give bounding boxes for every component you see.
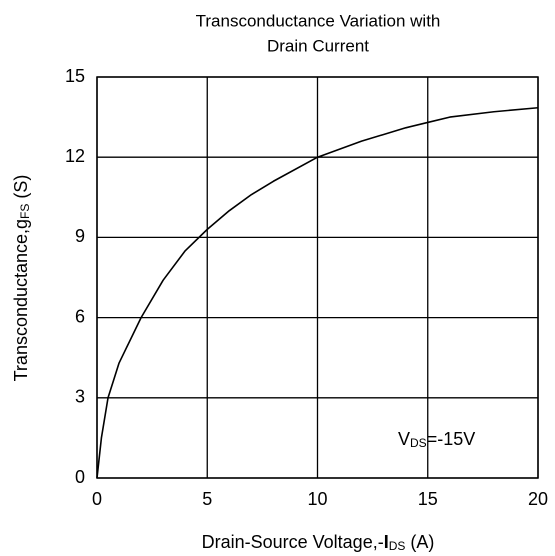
- data-line: [96, 106, 539, 479]
- y-tick-label: 12: [65, 146, 85, 166]
- annotation-text: =-15V: [427, 429, 476, 449]
- y-tick-label: 9: [75, 226, 85, 246]
- y-tick-label: 6: [75, 306, 85, 326]
- annotation: VDS=-15V: [398, 429, 475, 450]
- annotation-text: V: [398, 429, 410, 449]
- y-axis-label: Transconductance,gFS (S): [11, 175, 32, 382]
- x-tick-label: 10: [307, 489, 327, 509]
- y-label-text: (S): [11, 175, 31, 204]
- x-axis-label: Drain-Source Voltage,-IDS (A): [202, 532, 435, 553]
- y-tick-label: 3: [75, 387, 85, 407]
- y-tick-label: 0: [75, 467, 85, 487]
- y-label-sub: FS: [18, 204, 32, 219]
- annotation-sub: DS: [410, 436, 427, 450]
- x-label-text: I: [384, 532, 389, 552]
- chart-title: Transconductance Variation with: [196, 11, 441, 30]
- x-tick-label: 0: [92, 489, 102, 509]
- chart-title: Drain Current: [267, 36, 369, 55]
- y-tick-label: 15: [65, 66, 85, 86]
- x-tick-label: 20: [528, 489, 548, 509]
- x-label-sub: DS: [389, 539, 406, 553]
- x-tick-label: 15: [418, 489, 438, 509]
- x-label-text: (A): [405, 532, 434, 552]
- x-tick-label: 5: [202, 489, 212, 509]
- x-label-text: Drain-Source Voltage,-: [202, 532, 384, 552]
- plot-frame: [96, 76, 539, 479]
- y-label-text: Transconductance,g: [11, 219, 31, 381]
